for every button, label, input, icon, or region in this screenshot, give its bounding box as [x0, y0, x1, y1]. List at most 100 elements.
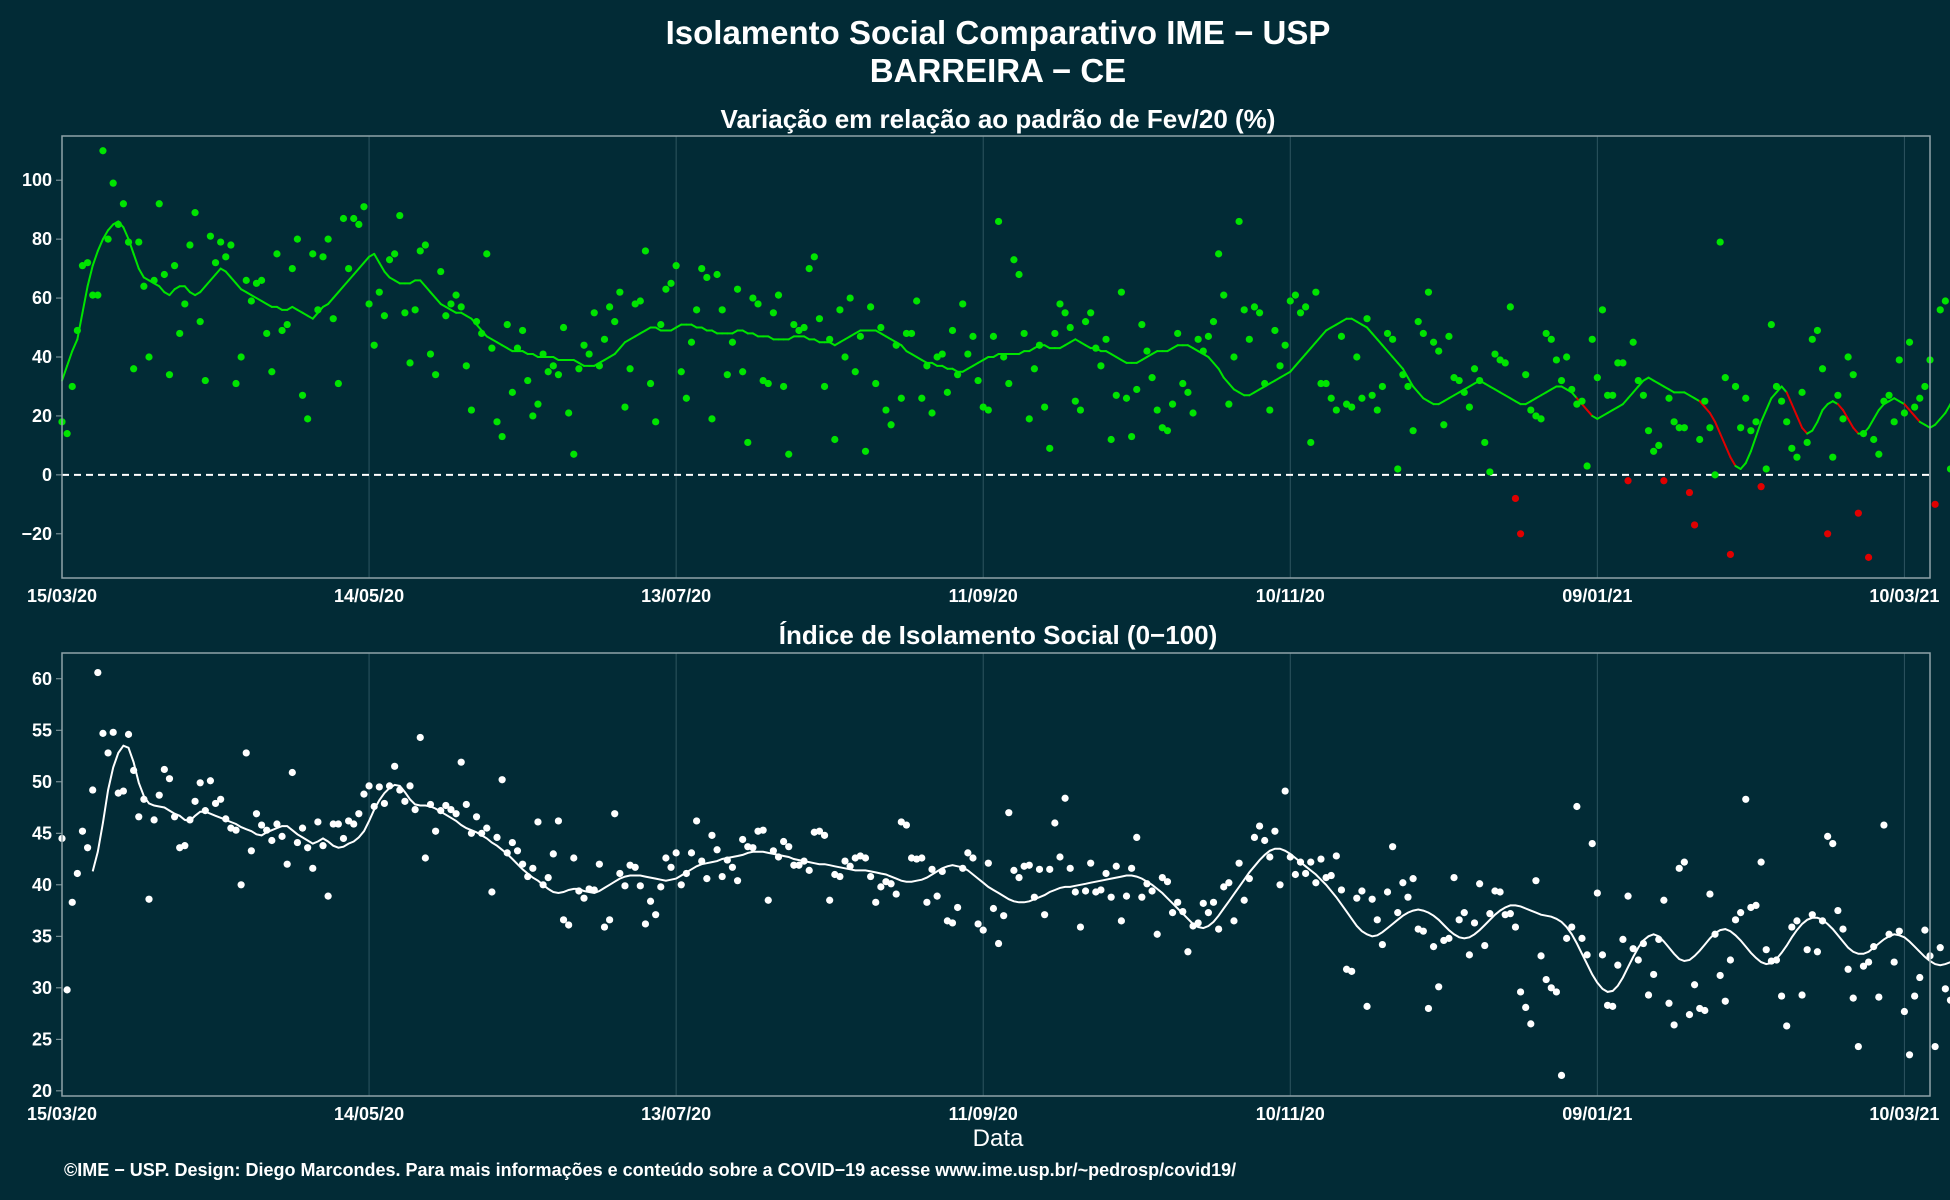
- data-point: [1209, 898, 1218, 906]
- data-point: [1163, 878, 1172, 886]
- data-point: [1081, 318, 1090, 326]
- data-point: [790, 320, 798, 329]
- data-point: [698, 265, 706, 273]
- data-point: [222, 815, 230, 823]
- data-point: [994, 939, 1003, 948]
- data-point: [554, 817, 563, 825]
- data-point: [1138, 320, 1146, 329]
- data-point: [1916, 973, 1924, 982]
- moving-average-segment: [199, 285, 207, 294]
- data-point: [1184, 948, 1192, 956]
- data-point: [447, 300, 455, 308]
- data-point: [1005, 379, 1013, 388]
- moving-average-segment: [1222, 376, 1230, 385]
- data-point: [1737, 424, 1745, 432]
- data-point: [350, 214, 358, 223]
- data-point: [524, 376, 532, 385]
- data-point: [1465, 951, 1473, 959]
- x-tick-label: 09/01/21: [1562, 586, 1632, 606]
- data-point: [1486, 910, 1494, 918]
- data-point: [1194, 919, 1202, 927]
- data-point: [1286, 853, 1294, 861]
- data-point: [165, 371, 174, 379]
- moving-average-segment: [1739, 462, 1747, 470]
- data-point: [350, 820, 358, 828]
- y-tick-label: 25: [32, 1029, 52, 1049]
- moving-average-segment: [1299, 353, 1307, 361]
- data-point: [928, 865, 936, 873]
- data-point: [1435, 347, 1443, 355]
- data-point: [1153, 930, 1161, 938]
- moving-average-segment: [1391, 356, 1399, 364]
- moving-average-segment: [214, 267, 222, 276]
- data-point: [1655, 935, 1663, 944]
- data-point: [237, 881, 245, 889]
- data-point: [682, 394, 690, 402]
- data-point: [1650, 970, 1658, 979]
- moving-average-segment: [311, 311, 319, 320]
- moving-average-segment: [1729, 456, 1737, 468]
- data-point: [1711, 930, 1719, 938]
- data-point: [1460, 388, 1468, 396]
- moving-average-segment: [352, 267, 360, 276]
- data-point: [1522, 371, 1530, 379]
- data-point: [1752, 418, 1760, 426]
- data-point: [1470, 365, 1479, 373]
- data-point: [1563, 353, 1571, 361]
- data-point: [1302, 303, 1310, 311]
- moving-average-segment: [168, 288, 176, 297]
- data-point: [1931, 500, 1939, 508]
- moving-average-segment: [183, 285, 191, 294]
- data-point: [785, 843, 793, 851]
- data-point: [1675, 864, 1683, 872]
- data-point: [1148, 374, 1156, 382]
- data-point: [1353, 353, 1361, 361]
- data-point: [1880, 821, 1888, 829]
- data-point: [631, 863, 639, 871]
- moving-average-segment: [475, 323, 483, 332]
- data-point: [907, 329, 916, 338]
- data-point: [380, 799, 389, 808]
- data-point: [877, 323, 885, 332]
- data-point: [805, 265, 813, 273]
- data-point: [442, 801, 450, 810]
- data-point: [1486, 468, 1494, 476]
- data-point: [600, 923, 609, 931]
- data-point: [1609, 1002, 1617, 1010]
- data-point: [1593, 889, 1601, 897]
- data-point: [1000, 353, 1008, 361]
- moving-average-segment: [419, 279, 427, 288]
- panel2-title: Índice de Isolamento Social (0−100): [779, 620, 1218, 650]
- data-point: [1598, 306, 1607, 314]
- index-panel: 15/03/20 14/05/20 13/07/20 11/09/20 10/11/20…: [27, 652, 1950, 1124]
- data-point: [1731, 916, 1740, 924]
- data-point: [1501, 359, 1509, 367]
- data-point: [1757, 858, 1765, 866]
- moving-average-segment: [327, 297, 335, 305]
- data-point: [478, 829, 486, 837]
- data-point: [682, 869, 690, 878]
- data-point: [145, 895, 153, 903]
- data-point: [657, 883, 665, 891]
- moving-average-segment: [1780, 385, 1788, 394]
- data-point: [1803, 946, 1811, 954]
- data-point: [411, 805, 419, 814]
- data-point: [667, 279, 675, 287]
- x-tick-label: 10/11/20: [1256, 586, 1325, 606]
- data-point: [554, 371, 563, 379]
- data-point: [677, 881, 685, 889]
- data-point: [140, 282, 148, 290]
- data-point: [170, 262, 179, 270]
- data-point: [918, 854, 926, 862]
- data-point: [570, 450, 578, 458]
- moving-average-segment: [209, 273, 217, 282]
- data-point: [329, 315, 337, 323]
- data-point: [99, 147, 107, 155]
- data-point: [140, 795, 148, 803]
- data-point: [846, 862, 854, 870]
- data-point: [1665, 999, 1673, 1007]
- moving-average-segment: [1386, 350, 1394, 358]
- data-point: [1818, 365, 1827, 373]
- data-point: [1859, 962, 1868, 970]
- data-point: [63, 430, 71, 438]
